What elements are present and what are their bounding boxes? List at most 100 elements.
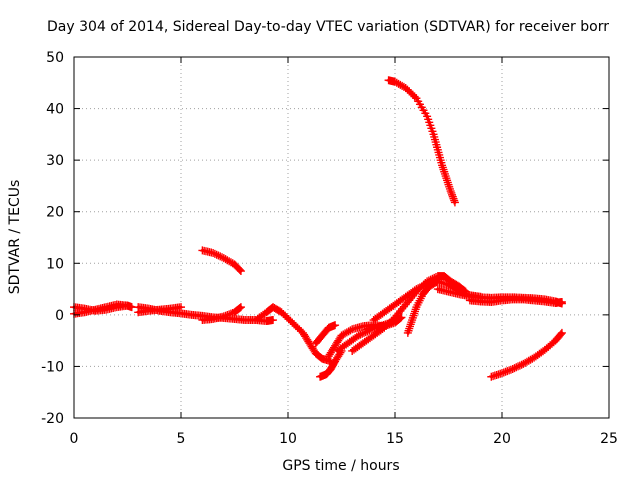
data-point-marker [514,362,523,371]
series-arc-4 [134,303,185,317]
data-point-marker [235,303,244,312]
data-point-marker [557,328,566,337]
series-arc-6 [198,246,245,276]
data-point-marker [448,190,457,199]
data-point-marker [358,329,367,338]
data-point-marker [210,249,219,258]
data-point-marker [295,325,304,334]
data-point-marker [448,192,457,201]
data-point-marker [293,323,302,332]
x-tick-label: 10 [279,431,297,447]
data-point-marker [417,282,426,291]
y-tick-label: 30 [46,153,64,169]
data-point-marker [407,89,416,98]
data-point-marker [331,321,340,330]
data-point-marker [557,297,566,306]
data-point-marker [346,326,355,335]
data-point-marker [450,198,459,207]
data-point-marker [412,285,421,294]
data-point-marker [177,303,185,312]
data-point-marker [216,252,225,261]
y-tick-label: -20 [41,411,64,427]
data-point-marker [447,188,456,197]
x-tick-label: 15 [386,431,404,447]
data-point-marker [403,85,412,94]
series-arc-13 [369,274,442,325]
series-arc-8 [311,321,340,348]
data-point-marker [508,365,517,374]
series-arc-17 [384,76,459,207]
chart-title: Day 304 of 2014, Sidereal Day-to-day VTE… [47,19,609,35]
data-point-marker [284,315,293,324]
data-point-marker [515,361,524,370]
data-point-marker [385,318,394,327]
y-tick-label: 20 [46,205,64,221]
data-point-marker [361,328,370,337]
data-point-marker [288,318,297,327]
x-tick-labels: 0 5 10 15 20 25 [70,431,618,447]
data-point-marker [286,316,295,325]
series-arc-5 [198,303,245,325]
data-point-marker [450,196,459,205]
y-tick-label: 40 [46,102,64,118]
data-point-marker [401,83,410,92]
data-point-marker [382,322,391,331]
data-point-marker [410,92,419,101]
y-tick-label: 0 [55,308,64,324]
data-point-marker [123,301,132,310]
data-point-marker [214,251,223,260]
series-arc-18 [487,328,566,381]
data-point-marker [389,315,398,324]
data-point-marker [415,283,424,292]
y-tick-label: 10 [46,256,64,272]
plot-frame [73,56,610,419]
data-point-marker [218,253,227,262]
data-point-marker [510,364,519,373]
x-axis-label: GPS time / hours [282,458,399,474]
data-point-marker [269,316,278,325]
series-arc-16 [465,295,566,307]
data-point-marker [291,322,300,331]
axis-ticks [73,56,610,419]
series-arc-9 [316,346,346,381]
data-point-marker [387,316,396,325]
data-point-marker [279,309,288,318]
series-arc-2 [70,300,132,318]
data-point-marker [277,308,286,317]
data-point-marker [236,267,245,276]
data-point-marker [354,331,363,340]
data-point-marker [290,320,299,329]
data-point-marker [405,87,414,96]
data-point-marker [236,303,245,312]
data-point-marker [235,265,244,274]
data-point-marker [556,330,565,339]
data-point-marker [446,187,455,196]
y-tick-labels: -20 -10 0 10 20 30 40 50 [41,50,64,427]
x-tick-label: 5 [177,431,186,447]
y-axis-label: SDTVAR / TECUs [7,180,23,295]
data-point-marker [363,327,372,336]
data-point-marker [356,330,365,339]
data-point-marker [414,284,423,293]
data-point-marker [212,250,221,259]
y-tick-label: 50 [46,50,64,66]
x-tick-label: 0 [70,431,79,447]
data-point-marker [517,360,526,369]
series-arc-7 [251,303,335,366]
data-point-marker [380,323,389,332]
grid-lines [74,57,609,418]
data-series [70,76,566,381]
data-point-marker [282,313,291,322]
data-point-marker [408,90,417,99]
x-tick-label: 25 [600,431,618,447]
data-point-marker [512,363,521,372]
x-tick-label: 20 [493,431,511,447]
data-point-marker [359,328,368,337]
data-point-marker [209,248,218,257]
data-point-marker [449,194,458,203]
data-point-marker [281,311,290,320]
data-point-marker [419,281,428,290]
y-tick-label: -10 [41,359,64,375]
data-point-marker [383,320,392,329]
